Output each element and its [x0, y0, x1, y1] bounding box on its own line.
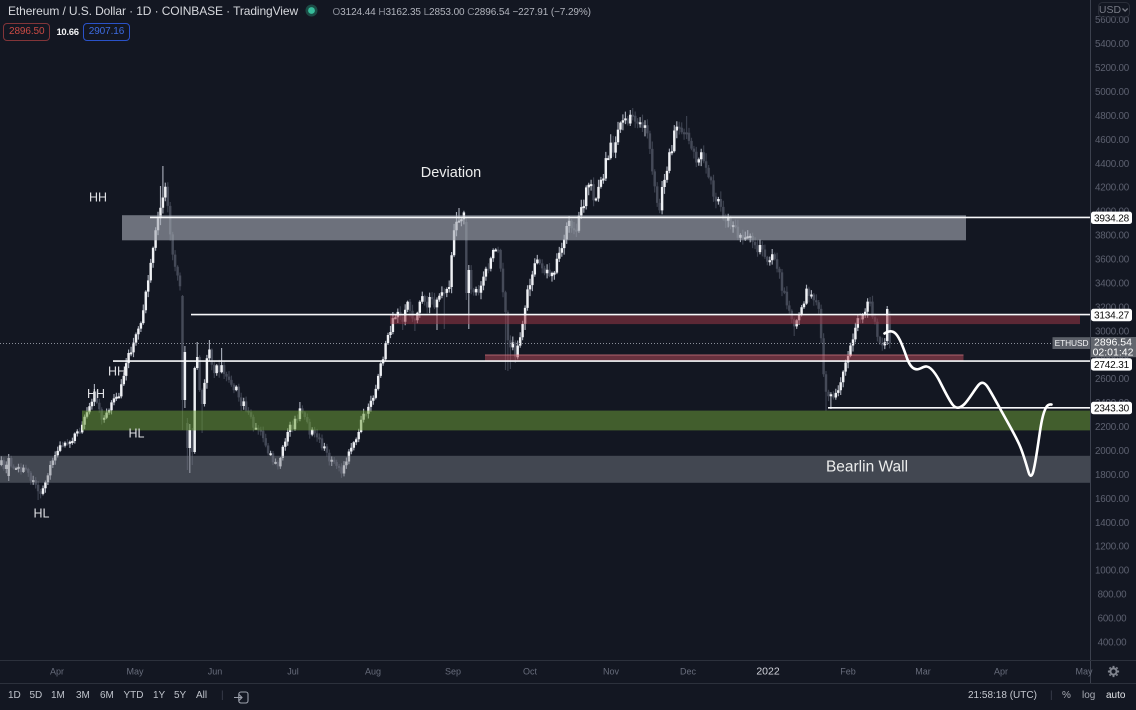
- svg-text:Bearlin Wall: Bearlin Wall: [826, 459, 908, 476]
- svg-text:USD: USD: [1099, 4, 1122, 16]
- svg-text:HH: HH: [87, 387, 105, 401]
- svg-text:5600.00: 5600.00: [1095, 15, 1130, 26]
- svg-text:4600.00: 4600.00: [1095, 135, 1130, 146]
- svg-text:3800.00: 3800.00: [1095, 231, 1130, 242]
- svg-text:Nov: Nov: [603, 667, 620, 677]
- svg-text:1600.00: 1600.00: [1095, 494, 1130, 505]
- svg-text:3134.27: 3134.27: [1094, 311, 1130, 322]
- svg-text:3200.00: 3200.00: [1095, 302, 1130, 313]
- svg-text:ETHUSD: ETHUSD: [1055, 338, 1089, 348]
- svg-text:1400.00: 1400.00: [1095, 518, 1130, 529]
- svg-text:2896.54: 2896.54: [1094, 337, 1132, 349]
- svg-text:4400.00: 4400.00: [1095, 159, 1130, 170]
- svg-text:600.00: 600.00: [1098, 614, 1128, 625]
- svg-text:5000.00: 5000.00: [1095, 87, 1130, 98]
- svg-text:2742.31: 2742.31: [1094, 360, 1130, 371]
- svg-text:Aug: Aug: [365, 667, 381, 677]
- svg-text:Apr: Apr: [994, 667, 1008, 677]
- svg-text:02:01:42: 02:01:42: [1093, 347, 1134, 359]
- svg-text:3600.00: 3600.00: [1095, 255, 1130, 266]
- svg-text:4800.00: 4800.00: [1095, 111, 1130, 122]
- svg-text:Sep: Sep: [445, 667, 461, 677]
- svg-text:2022: 2022: [756, 666, 780, 678]
- svg-text:2600.00: 2600.00: [1095, 374, 1130, 385]
- svg-text:5200.00: 5200.00: [1095, 63, 1130, 74]
- svg-text:HL: HL: [129, 427, 145, 441]
- svg-text:3000.00: 3000.00: [1095, 326, 1130, 337]
- svg-text:1000.00: 1000.00: [1095, 566, 1130, 577]
- svg-text:Jun: Jun: [208, 667, 223, 677]
- svg-text:2343.30: 2343.30: [1094, 404, 1130, 415]
- svg-text:800.00: 800.00: [1098, 590, 1128, 601]
- svg-text:2200.00: 2200.00: [1095, 422, 1130, 433]
- svg-text:May: May: [1075, 667, 1093, 677]
- svg-text:3400.00: 3400.00: [1095, 279, 1130, 290]
- svg-text:2000.00: 2000.00: [1095, 446, 1130, 457]
- svg-text:400.00: 400.00: [1098, 637, 1128, 648]
- svg-text:Feb: Feb: [840, 667, 856, 677]
- svg-text:1200.00: 1200.00: [1095, 542, 1130, 553]
- svg-text:1800.00: 1800.00: [1095, 470, 1130, 481]
- svg-text:HL: HL: [34, 507, 50, 521]
- svg-text:5400.00: 5400.00: [1095, 39, 1130, 50]
- svg-text:3934.28: 3934.28: [1094, 213, 1130, 224]
- svg-text:Mar: Mar: [915, 667, 931, 677]
- svg-text:Deviation: Deviation: [421, 165, 481, 181]
- svg-text:HH: HH: [108, 365, 126, 379]
- svg-text:Oct: Oct: [523, 667, 538, 677]
- svg-text:Dec: Dec: [680, 667, 697, 677]
- svg-text:Apr: Apr: [50, 667, 64, 677]
- svg-text:May: May: [126, 667, 144, 677]
- svg-text:HH: HH: [89, 191, 107, 205]
- svg-text:Jul: Jul: [287, 667, 299, 677]
- svg-text:4200.00: 4200.00: [1095, 183, 1130, 194]
